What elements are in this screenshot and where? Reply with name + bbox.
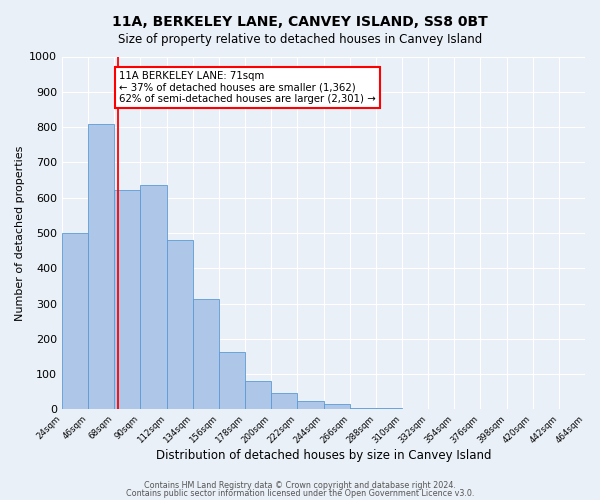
Text: 11A, BERKELEY LANE, CANVEY ISLAND, SS8 0BT: 11A, BERKELEY LANE, CANVEY ISLAND, SS8 0… [112,15,488,29]
Text: Size of property relative to detached houses in Canvey Island: Size of property relative to detached ho… [118,32,482,46]
X-axis label: Distribution of detached houses by size in Canvey Island: Distribution of detached houses by size … [156,450,491,462]
Bar [62,233,88,410]
Bar [271,393,298,409]
Bar [167,240,193,410]
Bar [323,404,350,409]
Bar [298,400,323,409]
Bar [140,186,167,410]
Text: Contains public sector information licensed under the Open Government Licence v3: Contains public sector information licen… [126,489,474,498]
Bar [219,352,245,410]
Bar [402,408,428,410]
Bar [193,300,219,410]
Y-axis label: Number of detached properties: Number of detached properties [15,146,25,320]
Bar [245,381,271,410]
Text: 11A BERKELEY LANE: 71sqm
← 37% of detached houses are smaller (1,362)
62% of sem: 11A BERKELEY LANE: 71sqm ← 37% of detach… [119,70,376,104]
Text: Contains HM Land Registry data © Crown copyright and database right 2024.: Contains HM Land Registry data © Crown c… [144,480,456,490]
Bar [115,190,140,410]
Bar [88,124,115,410]
Bar [376,408,402,410]
Bar [350,408,376,410]
